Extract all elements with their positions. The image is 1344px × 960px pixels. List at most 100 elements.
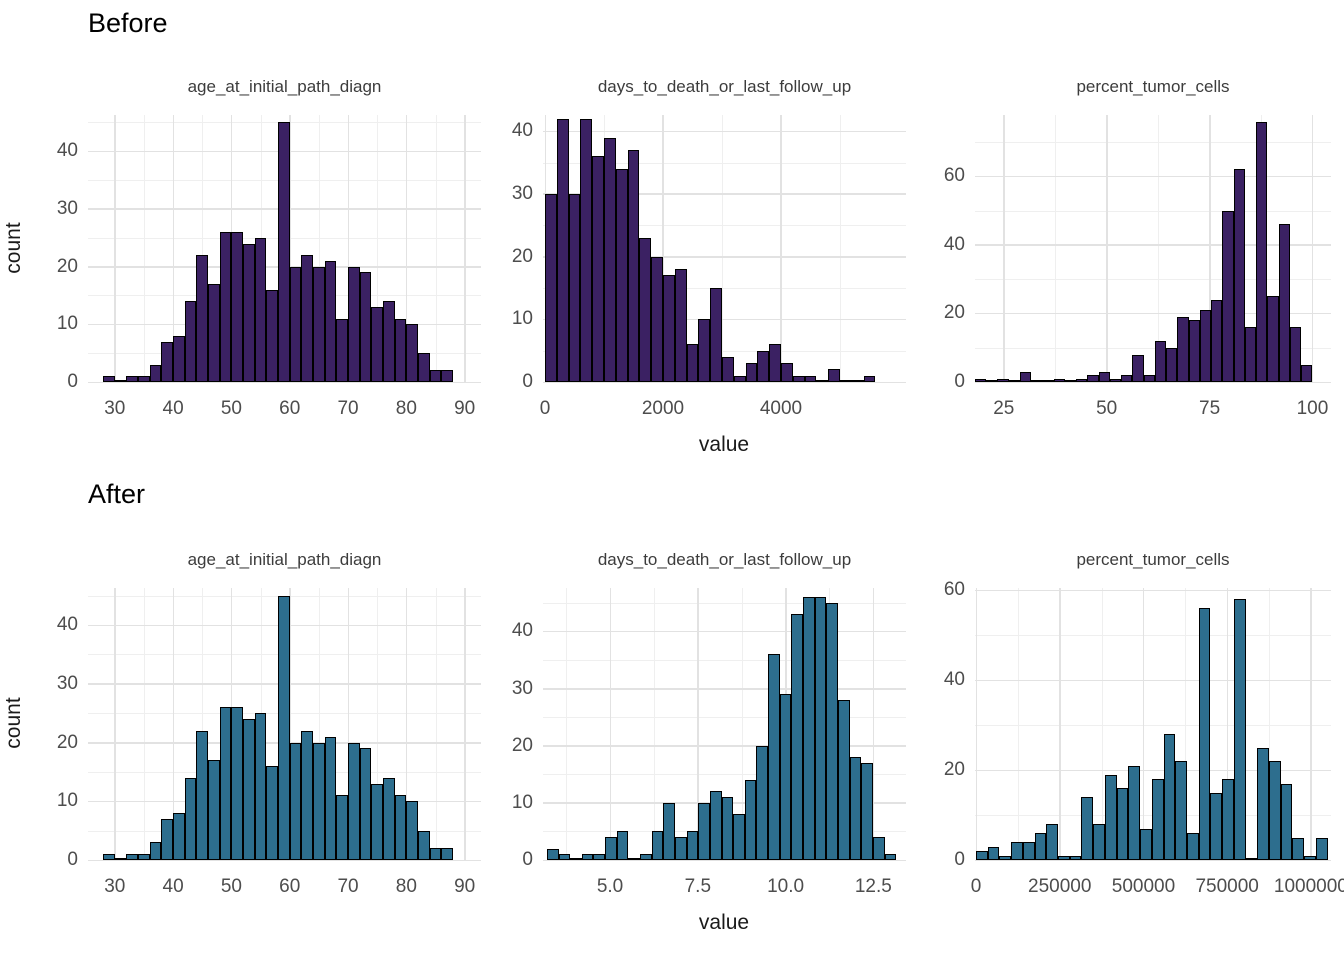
x-tick-label: 10.0 xyxy=(767,876,805,897)
histogram-bar xyxy=(976,851,988,860)
histogram-bar xyxy=(792,375,805,382)
histogram-bar xyxy=(616,831,629,860)
histogram-bar xyxy=(371,307,384,382)
histogram-zero-bar xyxy=(570,858,582,860)
histogram-bar xyxy=(1222,779,1234,860)
x-major-gridline xyxy=(1209,115,1211,382)
histogram-bar xyxy=(1166,347,1178,382)
histogram-bar xyxy=(546,848,559,860)
histogram-bar xyxy=(1154,340,1167,382)
facet-title: age_at_initial_path_diagn xyxy=(187,550,382,569)
histogram-bar xyxy=(828,369,840,382)
histogram-bar xyxy=(1132,354,1144,382)
x-major-gridline xyxy=(1106,115,1108,382)
histogram-zero-bar xyxy=(839,380,852,382)
histogram-zero-bar xyxy=(114,858,127,860)
histogram-bar xyxy=(1269,761,1281,860)
x-major-gridline xyxy=(780,115,782,382)
y-major-gridline xyxy=(543,859,906,861)
x-major-gridline xyxy=(347,115,350,382)
y-minor-gridline xyxy=(543,774,906,776)
facet-title: days_to_death_or_last_follow_up xyxy=(597,77,852,96)
histogram-bar xyxy=(1143,375,1155,382)
histogram-bar xyxy=(639,237,652,382)
histogram-bar xyxy=(138,854,150,860)
y-tick-label: 0 xyxy=(954,849,965,870)
histogram-bar xyxy=(1098,371,1110,382)
histogram-bar xyxy=(686,831,699,860)
y-tick-label: 0 xyxy=(522,849,533,870)
y-tick-label: 30 xyxy=(511,677,533,699)
histogram-bar xyxy=(674,269,687,382)
histogram-bar xyxy=(662,275,675,382)
x-tick-label: 7.5 xyxy=(684,876,712,897)
histogram-bar xyxy=(429,370,442,382)
histogram-bar xyxy=(313,266,325,382)
histogram-bar xyxy=(278,122,290,382)
histogram-bar xyxy=(545,193,557,382)
histogram-bar xyxy=(348,742,360,860)
x-major-gridline xyxy=(405,588,408,860)
histogram-bar xyxy=(604,137,616,382)
histogram-bar xyxy=(1034,833,1047,860)
histogram-bar xyxy=(1163,734,1176,860)
y-tick-label: 40 xyxy=(511,620,533,642)
histogram-bar xyxy=(1233,169,1245,382)
x-minor-gridline xyxy=(1055,115,1057,382)
x-axis-label-value-before: value xyxy=(698,433,750,456)
histogram-bar xyxy=(103,854,115,860)
x-minor-gridline xyxy=(566,588,568,860)
histogram-bar xyxy=(231,707,244,860)
histogram-bar xyxy=(301,730,314,860)
histogram-bar xyxy=(301,255,314,382)
y-tick-label: 10 xyxy=(511,308,533,330)
histogram-bar xyxy=(779,694,792,860)
histogram-bar xyxy=(149,842,162,860)
histogram-bar xyxy=(1301,364,1313,382)
x-tick-label: 500000 xyxy=(1111,876,1176,897)
y-tick-label: 20 xyxy=(511,245,533,267)
histogram-bar xyxy=(313,742,325,860)
y-major-gridline xyxy=(88,859,481,861)
y-major-gridline xyxy=(975,244,1331,246)
y-tick-label: 60 xyxy=(943,579,965,601)
x-minor-gridline xyxy=(143,588,145,860)
histogram-zero-bar xyxy=(628,858,641,860)
y-axis-label-count-before: count xyxy=(2,222,25,274)
y-minor-gridline xyxy=(543,602,906,604)
facet-title: age_at_initial_path_diagn xyxy=(187,77,382,96)
x-tick-label: 90 xyxy=(454,398,476,419)
histogram-bar xyxy=(1069,855,1082,860)
x-tick-label: 30 xyxy=(104,876,126,897)
histogram-bar xyxy=(324,260,337,382)
x-minor-gridline xyxy=(377,588,379,860)
histogram-bar xyxy=(1022,842,1035,860)
y-tick-label: 40 xyxy=(943,233,965,255)
x-minor-gridline xyxy=(435,115,437,382)
histogram-bar xyxy=(997,378,1009,382)
histogram-bar xyxy=(1304,855,1316,860)
before-heading: Before xyxy=(88,8,168,38)
x-tick-label: 250000 xyxy=(1028,876,1092,897)
x-tick-label: 5.0 xyxy=(596,876,624,897)
histogram-bar xyxy=(324,736,337,860)
histogram-bar xyxy=(359,748,372,860)
histogram-zero-bar xyxy=(1031,380,1043,382)
histogram-bar xyxy=(1211,299,1223,382)
histogram-bar xyxy=(651,256,663,382)
histogram-bar xyxy=(383,777,395,860)
histogram-bar xyxy=(1116,788,1129,860)
y-minor-gridline xyxy=(975,142,1331,144)
x-major-gridline xyxy=(1226,588,1229,860)
histogram-bar xyxy=(1140,828,1152,860)
histogram-bar xyxy=(709,791,722,860)
histogram-bar xyxy=(429,848,442,860)
histogram-bar xyxy=(686,344,699,382)
histogram-bar xyxy=(1121,375,1133,382)
histogram-bar xyxy=(826,602,838,860)
y-minor-gridline xyxy=(543,287,906,289)
after-heading: After xyxy=(88,479,146,509)
histogram-bar xyxy=(803,597,815,860)
x-major-gridline xyxy=(114,588,116,860)
histogram-bar xyxy=(184,301,197,382)
